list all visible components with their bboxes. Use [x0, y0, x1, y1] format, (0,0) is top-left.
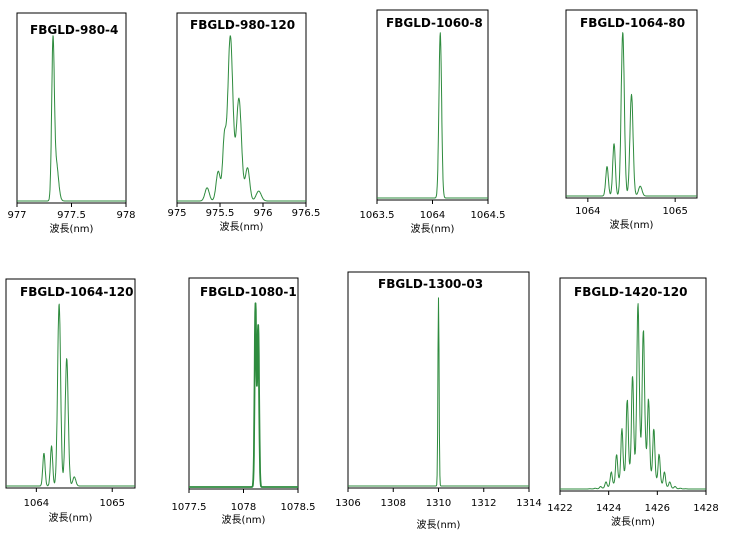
plot-frame: [188, 277, 299, 490]
x-tick-label: 1065: [662, 206, 687, 217]
x-tick-label: 1312: [471, 498, 496, 509]
x-tick-label: 1428: [693, 503, 718, 514]
spectrum-line: [16, 35, 127, 202]
plot-title: FBGLD-1420-120: [574, 285, 687, 299]
x-axis-label: 波長(nm): [49, 511, 93, 524]
plot-title: FBGLD-980-4: [30, 23, 118, 37]
plot-title: FBGLD-1080-1: [200, 285, 297, 299]
x-tick-label: 1063.5: [360, 210, 395, 221]
spectrum-plot-1: FBGLD-980-4 977 977.5 978 波長(nm): [7, 12, 136, 235]
plot-title: FBGLD-980-120: [190, 18, 295, 32]
x-tick-label: 1064: [420, 210, 445, 221]
x-axis-label: 波長(nm): [417, 518, 461, 531]
x-tick-label: 1064.5: [471, 210, 506, 221]
x-tick-label: 1314: [516, 498, 541, 509]
x-tick-label: 977: [7, 210, 26, 221]
spectrum-line: [5, 303, 136, 487]
x-axis-label: 波長(nm): [610, 218, 654, 231]
x-axis-label: 波長(nm): [50, 222, 94, 235]
plot-title: FBGLD-1064-80: [580, 16, 685, 30]
spectrum-plot-6: FBGLD-1080-1 1077.5 1078 1078.5 波長(nm): [172, 277, 316, 526]
x-tick-label: 977.5: [57, 210, 86, 221]
x-tick-label: 1422: [547, 503, 572, 514]
x-tick-label: 976.5: [292, 208, 321, 219]
plot-frame: [565, 9, 698, 199]
x-tick-label: 975: [167, 208, 186, 219]
x-axis-label: 波長(nm): [220, 220, 264, 233]
x-tick-label: 1426: [645, 503, 670, 514]
plot-frame: [5, 278, 136, 489]
spectrum-plot-7: FBGLD-1300-03 1306 1308 1310 1312 1314 波長(nm): [335, 271, 542, 531]
x-tick-label: 1064: [24, 498, 49, 509]
x-tick-label: 1308: [381, 498, 406, 509]
plot-title: FBGLD-1060-8: [386, 16, 483, 30]
spectrum-plot-4: FBGLD-1064-80 1064 1065 波長(nm): [565, 9, 698, 231]
plot-title: FBGLD-1064-120: [20, 285, 133, 299]
spectrum-plot-8: FBGLD-1420-120 1422 1424 1426 1428 波長(nm): [547, 277, 719, 528]
spectrum-line: [176, 35, 307, 202]
spectrum-plot-3: FBGLD-1060-8 1063.5 1064 1064.5 波長(nm): [360, 9, 506, 235]
spectrum-plot-5: FBGLD-1064-120 1064 1065 波長(nm): [5, 278, 136, 524]
plot-frame: [176, 12, 307, 204]
spectrum-line: [565, 32, 698, 197]
spectrum-line: [559, 303, 707, 490]
x-tick-label: 1078: [231, 502, 256, 513]
x-tick-label: 1078.5: [281, 502, 316, 513]
x-axis-label: 波長(nm): [411, 222, 455, 235]
plot-title: FBGLD-1300-03: [378, 277, 483, 291]
x-axis-label: 波長(nm): [222, 513, 266, 526]
x-tick-label: 1064: [575, 206, 600, 217]
spectrum-plot-2: FBGLD-980-120 975 975.5 976 976.5 波長(nm): [167, 12, 321, 233]
spectrum-line: [348, 297, 529, 487]
x-tick-label: 1065: [100, 498, 125, 509]
plot-frame: [376, 9, 489, 201]
x-tick-label: 1424: [596, 503, 621, 514]
x-tick-label: 1077.5: [172, 502, 207, 513]
spectrum-line: [376, 32, 489, 199]
x-axis-label: 波長(nm): [611, 515, 655, 528]
x-tick-label: 1306: [335, 498, 360, 509]
x-tick-label: 1310: [426, 498, 451, 509]
plot-frame: [559, 277, 707, 492]
spectrum-line: [188, 302, 299, 488]
x-tick-label: 978: [116, 210, 135, 221]
x-tick-label: 976: [253, 208, 272, 219]
plot-frame: [16, 12, 127, 204]
x-tick-label: 975.5: [206, 208, 235, 219]
